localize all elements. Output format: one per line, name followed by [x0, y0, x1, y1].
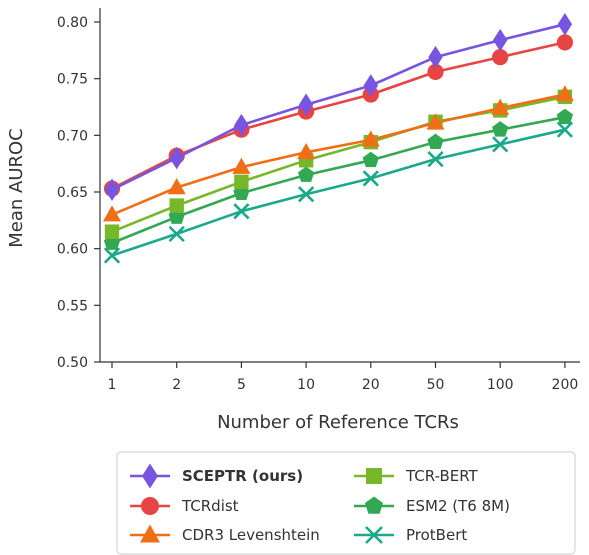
legend-label: TCRdist	[181, 497, 239, 515]
x-axis-title: Number of Reference TCRs	[217, 412, 459, 433]
x-tick-label: 10	[297, 377, 315, 393]
data-point-esm2-t6-8m	[556, 108, 574, 125]
data-point-cdr3-levenshtein	[361, 130, 380, 147]
y-tick-label: 0.55	[57, 298, 88, 314]
legend-box	[116, 451, 576, 555]
x-tick-label: 20	[362, 377, 380, 393]
data-point-cdr3-levenshtein	[491, 98, 510, 115]
data-point-tcrdist	[492, 49, 509, 66]
series-line-cdr3-levenshtein	[111, 93, 566, 216]
x-tick-label: 1	[108, 377, 117, 393]
data-point-protbert	[427, 151, 444, 168]
x-tick-label: 5	[237, 377, 246, 393]
data-point-tcr-bert	[169, 198, 184, 213]
y-tick-label: 0.80	[57, 15, 88, 31]
data-point-sceptr-ours	[363, 74, 378, 97]
x-ticks: 1 2 5 10 20 50 100 200	[108, 362, 579, 393]
series-line-protbert	[111, 128, 566, 257]
legend: SCEPTR (ours) TCRdist CDR3 Levenshtein TCR-…	[116, 451, 576, 555]
series-line-esm2-t6-8m	[111, 115, 566, 245]
series-line-sceptr-ours	[111, 23, 566, 191]
data-point-sceptr-ours	[557, 13, 573, 36]
data-point-tcrdist	[556, 34, 574, 51]
data-point-sceptr-ours	[493, 28, 508, 52]
legend-label: ESM2 (T6 8M)	[406, 497, 510, 515]
y-tick-label: 0.70	[57, 128, 88, 144]
legend-marker	[142, 463, 158, 489]
data-point-cdr3-levenshtein	[555, 85, 574, 102]
data-point-cdr3-levenshtein	[426, 113, 445, 130]
data-point-tcr-bert	[234, 174, 249, 189]
data-point-protbert	[168, 225, 185, 243]
legend-item-esm2-t6-8m: ESM2 (T6 8M)	[354, 496, 510, 515]
data-point-esm2-t6-8m	[427, 133, 444, 150]
data-point-cdr3-levenshtein	[297, 142, 316, 160]
x-tick-label: 100	[487, 377, 514, 393]
data-point-tcr-bert	[104, 224, 120, 239]
data-point-esm2-t6-8m	[492, 121, 509, 137]
data-point-sceptr-ours	[428, 45, 443, 69]
x-tick-label: 200	[552, 377, 579, 393]
y-tick-label: 0.65	[57, 185, 88, 201]
y-axis-title: Mean AUROC	[6, 128, 27, 248]
series-cdr3-levenshtein	[103, 85, 574, 222]
data-point-cdr3-levenshtein	[232, 157, 251, 174]
data-point-esm2-t6-8m	[362, 151, 379, 168]
data-point-cdr3-levenshtein	[103, 205, 121, 222]
data-point-esm2-t6-8m	[297, 166, 315, 182]
y-tick-label: 0.50	[57, 355, 88, 371]
legend-item-tcr-bert: TCR-BERT	[354, 467, 479, 485]
legend-item-protbert: ProtBert	[354, 526, 467, 544]
x-tick-label: 50	[427, 377, 445, 393]
legend-item-tcrdist: TCRdist	[130, 497, 239, 515]
x-tick-label: 2	[172, 377, 181, 393]
data-point-protbert	[362, 170, 379, 187]
data-point-protbert	[103, 247, 121, 264]
data-point-sceptr-ours	[298, 93, 314, 116]
data-point-sceptr-ours	[234, 113, 249, 137]
y-ticks: 0.50 0.55 0.60 0.65 0.70 0.75 0.80	[57, 15, 100, 371]
legend-label: ProtBert	[406, 526, 467, 544]
legend-marker	[366, 468, 382, 484]
data-point-protbert	[492, 136, 509, 153]
data-point-sceptr-ours	[104, 178, 120, 201]
legend-item-cdr3-levenshtein: CDR3 Levenshtein	[130, 524, 320, 544]
legend-marker	[140, 524, 160, 543]
legend-label: CDR3 Levenshtein	[182, 526, 320, 544]
data-point-sceptr-ours	[169, 146, 184, 170]
legend-marker	[364, 496, 384, 514]
data-point-tcrdist	[427, 63, 444, 80]
data-point-protbert	[233, 203, 250, 220]
data-point-cdr3-levenshtein	[167, 178, 186, 195]
series-line-tcr-bert	[111, 95, 566, 233]
legend-label: SCEPTR (ours)	[182, 467, 303, 485]
legend-label: TCR-BERT	[405, 467, 479, 485]
y-tick-label: 0.75	[57, 72, 88, 88]
data-point-protbert	[297, 186, 315, 203]
y-tick-label: 0.60	[57, 242, 88, 258]
data-point-protbert	[556, 121, 574, 138]
series-layer	[103, 13, 574, 264]
legend-marker	[365, 526, 383, 544]
series-sceptr-ours	[104, 13, 573, 201]
series-esm2-t6-8m	[103, 108, 574, 250]
legend-item-sceptr-ours: SCEPTR (ours)	[130, 463, 303, 489]
series-protbert	[103, 121, 574, 264]
legend-marker	[141, 497, 159, 515]
